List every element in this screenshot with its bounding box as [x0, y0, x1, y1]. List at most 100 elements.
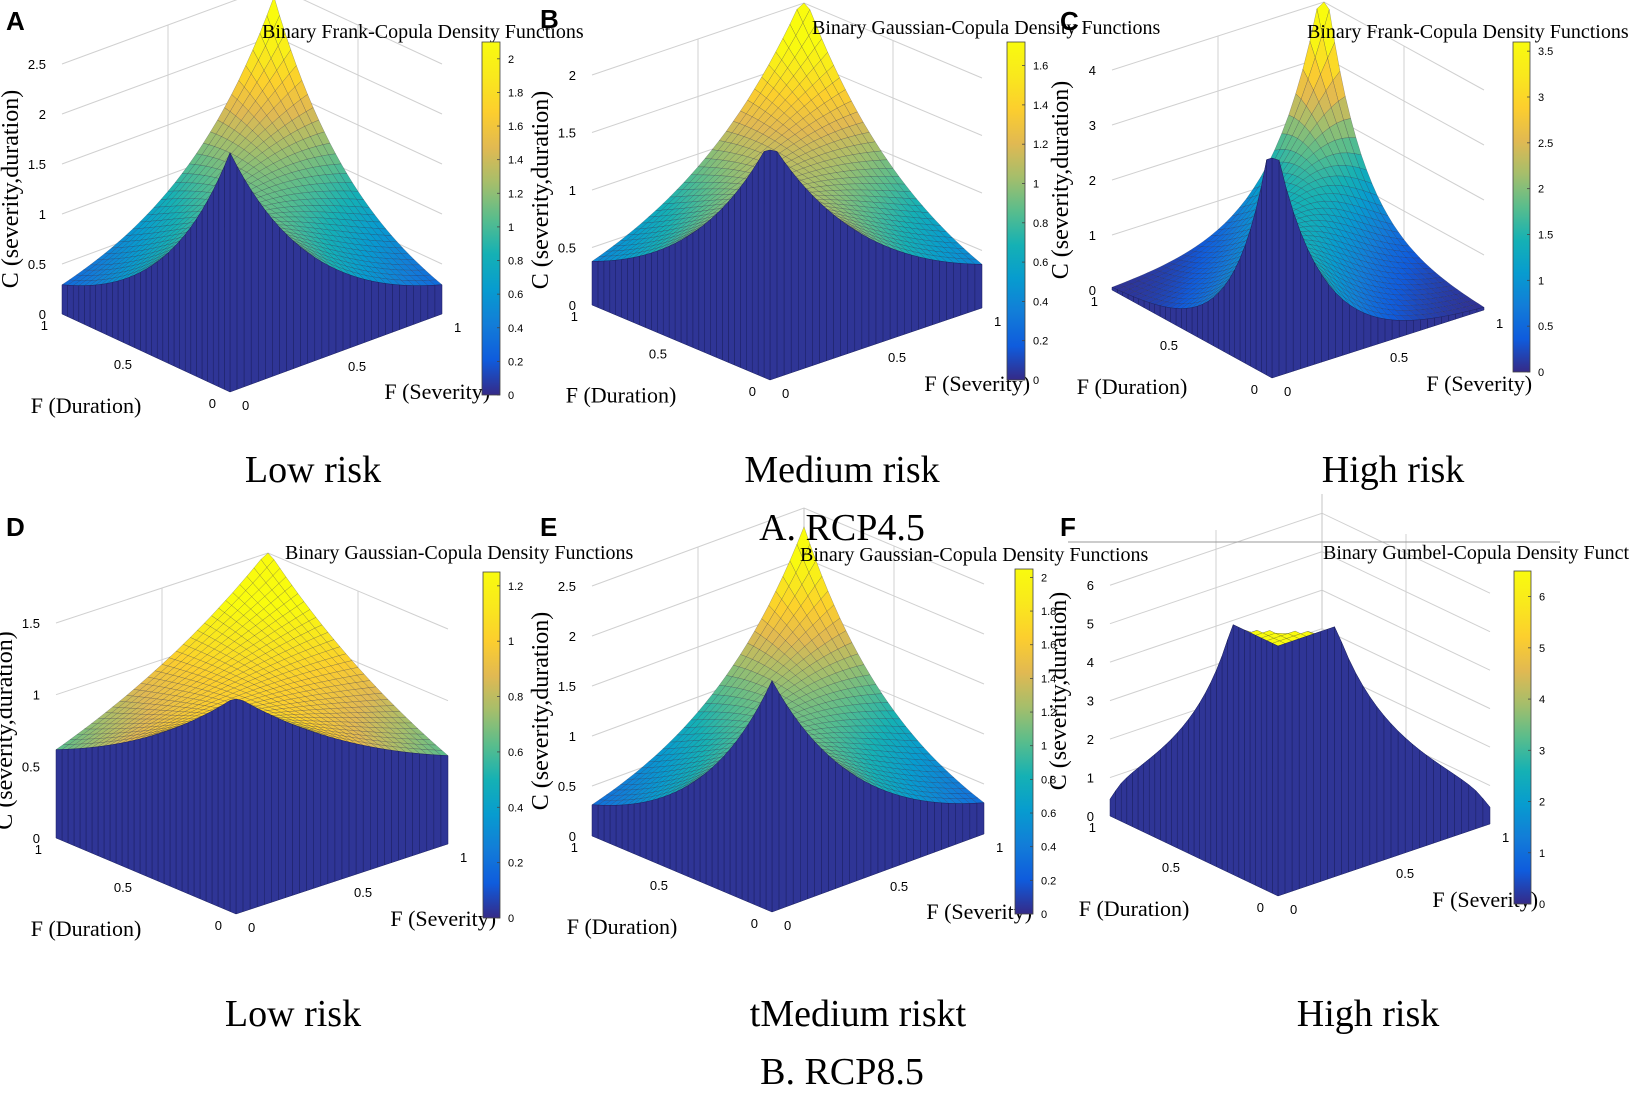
curtain-cell — [1413, 319, 1421, 334]
severity-tick-label: 1 — [1496, 316, 1503, 331]
curtain-cell — [1398, 320, 1407, 338]
curtain-cell — [627, 257, 634, 323]
curtain-cell — [1448, 313, 1456, 322]
curtain-cell — [1149, 302, 1155, 314]
chart-title: Binary Gaussian-Copula Density Functions — [812, 17, 1161, 39]
curtain-cell — [405, 751, 413, 859]
curtain-cell — [128, 274, 136, 349]
colorbar-tick-label: 1.4 — [508, 155, 523, 167]
curtain-cell — [790, 170, 799, 374]
colorbar-tick-label: 1.2 — [1033, 139, 1048, 151]
colorbar-tick-label: 0.8 — [508, 256, 523, 268]
curtain-cell — [805, 187, 813, 369]
panel-letter: C — [1060, 6, 1079, 36]
curtain-cell — [778, 692, 787, 910]
curtain-cell — [84, 285, 91, 328]
curtain-cell — [109, 743, 117, 864]
curtain-cell — [1384, 318, 1393, 343]
curtain-cell — [100, 283, 108, 336]
curtain-cell — [1229, 268, 1235, 358]
curtain-cell — [863, 780, 872, 879]
curtain-cell — [651, 250, 658, 333]
curtain-cell — [1261, 159, 1267, 376]
curtain-cell — [412, 752, 420, 857]
curtain-cell — [828, 754, 836, 892]
curtain-cell — [751, 160, 759, 376]
duration-tick-label: 0 — [1251, 382, 1258, 397]
curtain-cell — [798, 179, 806, 371]
curtain-cell — [842, 766, 850, 887]
curtain-cell — [199, 713, 207, 902]
curtain-cell — [187, 719, 195, 897]
curtain-cell — [723, 748, 731, 895]
curtain-cell — [729, 741, 737, 898]
curtain-cell — [686, 232, 694, 348]
curtain-cell — [1143, 300, 1150, 311]
curtain-cell — [847, 224, 856, 354]
curtain-cell — [362, 745, 371, 873]
colorbar-tick-label: 0 — [508, 390, 514, 402]
colorbar-tick-label: 1.4 — [1033, 100, 1048, 112]
z-axis-label: C (severity,duration) — [0, 90, 24, 288]
curtain-cell — [896, 250, 905, 338]
curtain-cell — [300, 246, 308, 367]
curtain-cell — [427, 284, 436, 320]
curtain-cell — [391, 750, 399, 864]
curtain-cell — [236, 165, 245, 390]
colorbar-tick-label: 1.5 — [1538, 230, 1553, 242]
curtain-cell — [891, 792, 900, 869]
curtain-cell — [1370, 315, 1379, 347]
z-tick-label: 0 — [39, 307, 46, 322]
curtain-cell — [419, 753, 428, 854]
curtain-cell — [763, 149, 771, 381]
curtain-cell — [328, 265, 337, 356]
curtain-cell — [728, 194, 735, 366]
curtain-cell — [705, 767, 713, 888]
curtain-cell — [286, 233, 294, 372]
severity-axis-label: F (Severity) — [384, 379, 490, 404]
z-tick-label: 0.5 — [558, 241, 576, 256]
curtain-cell — [370, 746, 378, 871]
curtain-cell — [785, 703, 794, 908]
curtain-cell — [861, 233, 870, 350]
z-tick-label: 0.5 — [28, 257, 46, 272]
duration-tick-label: 1 — [571, 309, 578, 324]
colorbar-tick-label: 2 — [1538, 184, 1544, 196]
curtain-cell — [759, 692, 767, 910]
curtain-cell — [420, 285, 429, 323]
curtain-cell — [849, 771, 858, 884]
curtain-cell — [925, 258, 933, 328]
colorbar — [1006, 41, 1026, 381]
curtain-cell — [112, 280, 119, 341]
curtain-cell — [242, 700, 251, 913]
curtain-cell — [868, 237, 877, 347]
curtain-cell — [55, 749, 63, 841]
curtain-cell — [1420, 318, 1428, 331]
curtain-cell — [1427, 317, 1435, 329]
curtain-cell — [106, 282, 113, 338]
curtain-cell — [615, 259, 622, 318]
curtain-cell — [307, 252, 316, 364]
colorbar-tick-label: 0 — [1033, 375, 1039, 387]
curtain-cell — [967, 263, 976, 314]
curtain-cell — [1234, 258, 1241, 361]
colorbar-tick-label: 2.5 — [1538, 138, 1553, 150]
curtain-cell — [746, 169, 753, 373]
curtain-cell — [355, 743, 364, 875]
curtain-cell — [1159, 305, 1166, 320]
curtain-cell — [218, 166, 225, 390]
z-tick-label: 1.5 — [22, 616, 40, 631]
severity-tick-label: 0 — [1284, 384, 1291, 399]
curtain-cell — [1255, 186, 1262, 373]
z-tick-label: 1.5 — [558, 126, 576, 141]
curtain-cell — [371, 280, 379, 341]
curtain-cell — [681, 785, 689, 877]
curtain-cell — [609, 259, 616, 316]
curtain-cell — [633, 255, 640, 326]
curtain-cell — [693, 777, 701, 882]
curtain-cell — [821, 748, 829, 895]
curtain-cell — [285, 721, 293, 899]
curtain-cell — [906, 797, 914, 863]
